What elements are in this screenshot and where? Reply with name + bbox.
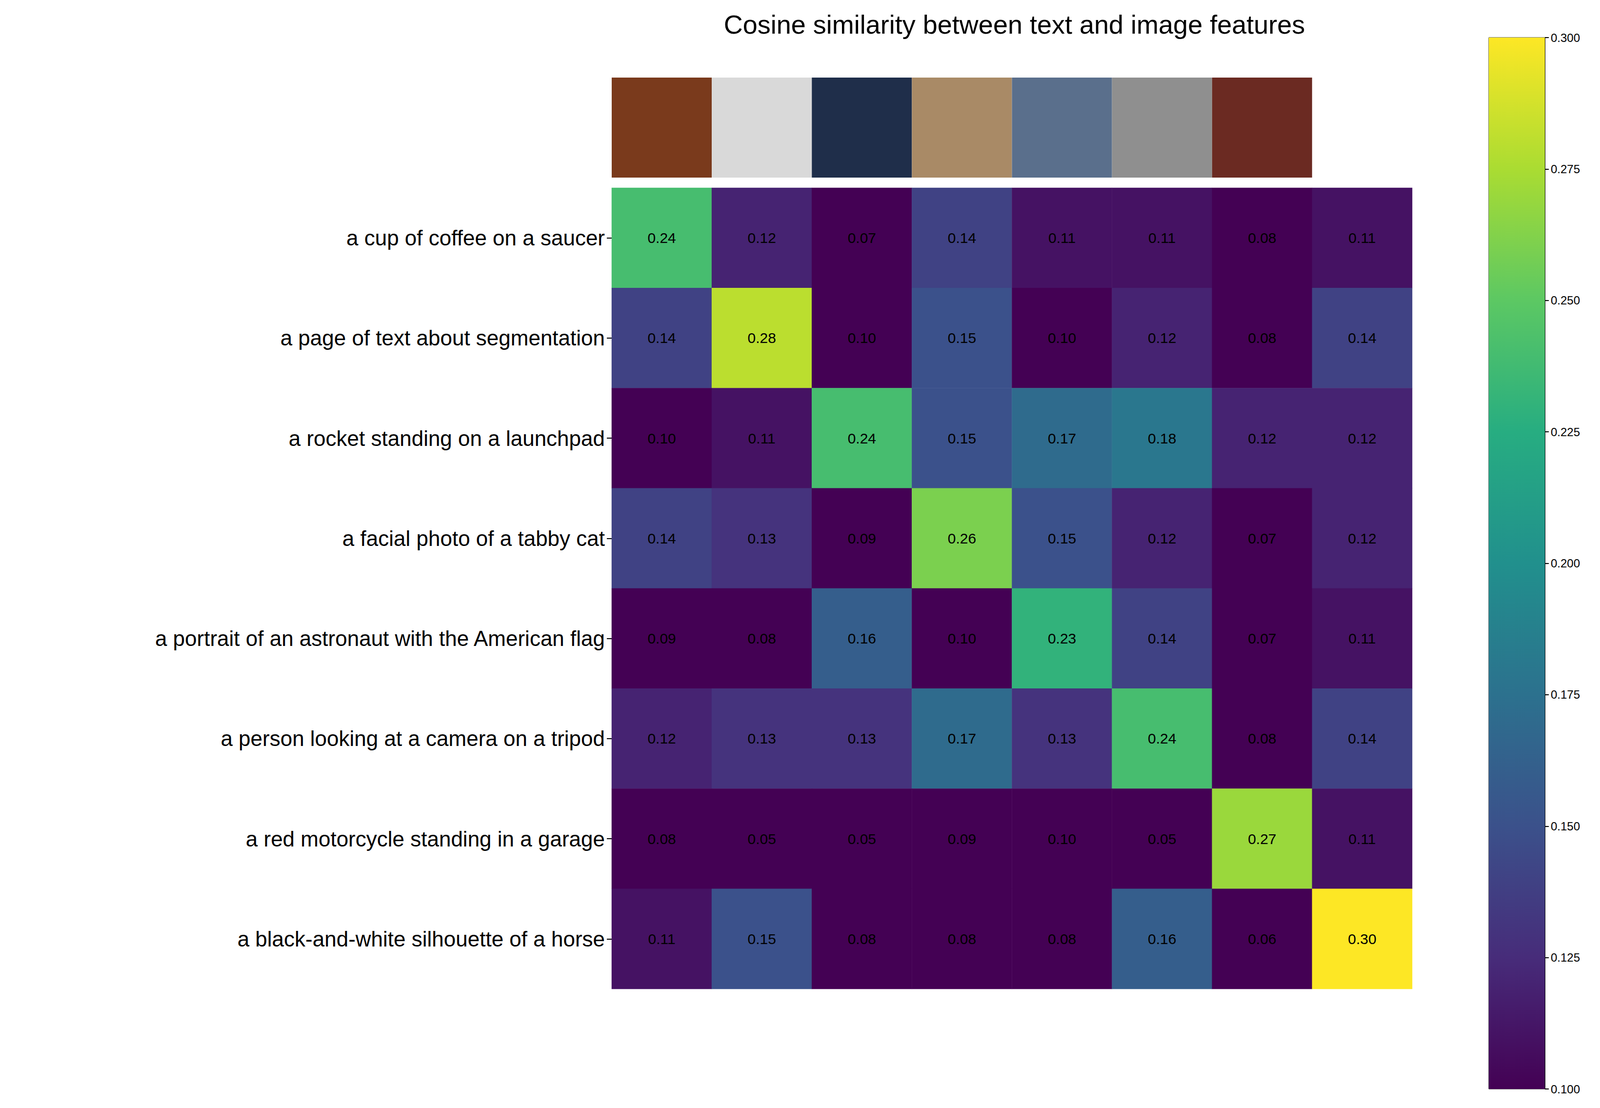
svg-text:0.12: 0.12 xyxy=(1247,430,1277,447)
svg-text:0.175: 0.175 xyxy=(1550,687,1580,701)
svg-text:0.12: 0.12 xyxy=(1147,530,1177,547)
svg-text:0.17: 0.17 xyxy=(1047,430,1077,447)
svg-text:0.125: 0.125 xyxy=(1550,950,1580,964)
svg-text:0.08: 0.08 xyxy=(1047,930,1077,947)
svg-text:a red motorcycle standing in a: a red motorcycle standing in a garage xyxy=(245,826,605,851)
svg-text:0.12: 0.12 xyxy=(647,730,676,747)
svg-text:0.08: 0.08 xyxy=(647,830,676,847)
svg-text:0.200: 0.200 xyxy=(1550,556,1580,570)
svg-text:0.150: 0.150 xyxy=(1550,819,1580,833)
svg-text:0.15: 0.15 xyxy=(947,329,977,346)
svg-text:0.24: 0.24 xyxy=(1147,730,1177,747)
svg-text:0.15: 0.15 xyxy=(1047,530,1077,547)
svg-text:0.13: 0.13 xyxy=(747,730,776,747)
svg-text:0.13: 0.13 xyxy=(1047,730,1077,747)
svg-text:0.07: 0.07 xyxy=(847,229,877,246)
svg-text:0.10: 0.10 xyxy=(947,630,977,647)
svg-text:0.10: 0.10 xyxy=(1047,830,1077,847)
svg-text:0.11: 0.11 xyxy=(1348,830,1376,847)
svg-text:0.08: 0.08 xyxy=(1247,730,1277,747)
svg-text:0.06: 0.06 xyxy=(1247,930,1277,947)
svg-text:0.12: 0.12 xyxy=(1347,530,1377,547)
svg-text:0.15: 0.15 xyxy=(947,430,977,447)
svg-text:0.05: 0.05 xyxy=(747,830,776,847)
svg-text:0.14: 0.14 xyxy=(947,229,977,246)
svg-text:0.08: 0.08 xyxy=(1247,329,1277,346)
svg-text:0.17: 0.17 xyxy=(947,730,977,747)
svg-text:0.09: 0.09 xyxy=(847,530,877,547)
svg-text:a page of text about segmentat: a page of text about segmentation xyxy=(280,325,605,350)
svg-text:0.11: 0.11 xyxy=(1348,229,1376,246)
svg-text:0.11: 0.11 xyxy=(1048,229,1076,246)
svg-text:0.05: 0.05 xyxy=(847,830,877,847)
svg-text:0.100: 0.100 xyxy=(1550,1082,1580,1096)
svg-text:a facial photo of a tabby cat: a facial photo of a tabby cat xyxy=(342,526,605,551)
svg-text:a portrait of an astronaut wit: a portrait of an astronaut with the Amer… xyxy=(155,626,605,651)
svg-text:0.11: 0.11 xyxy=(1348,630,1376,647)
svg-text:0.225: 0.225 xyxy=(1550,425,1580,439)
svg-text:0.28: 0.28 xyxy=(747,329,776,346)
svg-text:0.13: 0.13 xyxy=(747,530,776,547)
svg-text:0.16: 0.16 xyxy=(1147,930,1177,947)
svg-text:0.09: 0.09 xyxy=(647,630,676,647)
svg-text:0.250: 0.250 xyxy=(1550,293,1580,307)
svg-text:0.23: 0.23 xyxy=(1047,630,1077,647)
svg-text:0.10: 0.10 xyxy=(647,430,676,447)
svg-text:0.13: 0.13 xyxy=(847,730,877,747)
svg-text:0.14: 0.14 xyxy=(1347,730,1377,747)
svg-text:0.24: 0.24 xyxy=(847,430,877,447)
svg-text:0.16: 0.16 xyxy=(847,630,877,647)
svg-text:a black-and-white silhouette o: a black-and-white silhouette of a horse xyxy=(237,926,605,951)
svg-text:0.07: 0.07 xyxy=(1247,630,1277,647)
svg-text:0.300: 0.300 xyxy=(1550,31,1580,45)
svg-text:0.26: 0.26 xyxy=(947,530,977,547)
svg-text:a cup of coffee on a saucer: a cup of coffee on a saucer xyxy=(346,225,605,250)
svg-text:0.10: 0.10 xyxy=(1047,329,1077,346)
svg-text:0.30: 0.30 xyxy=(1347,930,1377,947)
svg-text:0.15: 0.15 xyxy=(747,930,776,947)
svg-text:0.14: 0.14 xyxy=(647,530,676,547)
svg-text:0.27: 0.27 xyxy=(1247,830,1277,847)
svg-text:0.275: 0.275 xyxy=(1550,162,1580,176)
svg-text:a rocket standing on a launchp: a rocket standing on a launchpad xyxy=(288,426,605,451)
svg-text:0.18: 0.18 xyxy=(1147,430,1177,447)
svg-text:0.08: 0.08 xyxy=(847,930,877,947)
svg-text:0.12: 0.12 xyxy=(1347,430,1377,447)
svg-text:0.24: 0.24 xyxy=(647,229,676,246)
svg-text:0.05: 0.05 xyxy=(1147,830,1177,847)
svg-text:0.11: 0.11 xyxy=(1148,229,1176,246)
svg-text:a person looking at a camera o: a person looking at a camera on a tripod xyxy=(220,726,605,751)
svg-text:0.08: 0.08 xyxy=(947,930,977,947)
svg-text:Cosine similarity between text: Cosine similarity between text and image… xyxy=(723,9,1306,40)
svg-text:0.10: 0.10 xyxy=(847,329,877,346)
svg-text:0.08: 0.08 xyxy=(747,630,776,647)
svg-text:0.11: 0.11 xyxy=(748,430,776,447)
svg-text:0.14: 0.14 xyxy=(1147,630,1177,647)
svg-text:0.14: 0.14 xyxy=(647,329,676,346)
svg-text:0.11: 0.11 xyxy=(647,930,676,947)
svg-text:0.07: 0.07 xyxy=(1247,530,1277,547)
svg-text:0.12: 0.12 xyxy=(747,229,776,246)
svg-text:0.12: 0.12 xyxy=(1147,329,1177,346)
svg-text:0.08: 0.08 xyxy=(1247,229,1277,246)
svg-text:0.14: 0.14 xyxy=(1347,329,1377,346)
svg-text:0.09: 0.09 xyxy=(947,830,977,847)
